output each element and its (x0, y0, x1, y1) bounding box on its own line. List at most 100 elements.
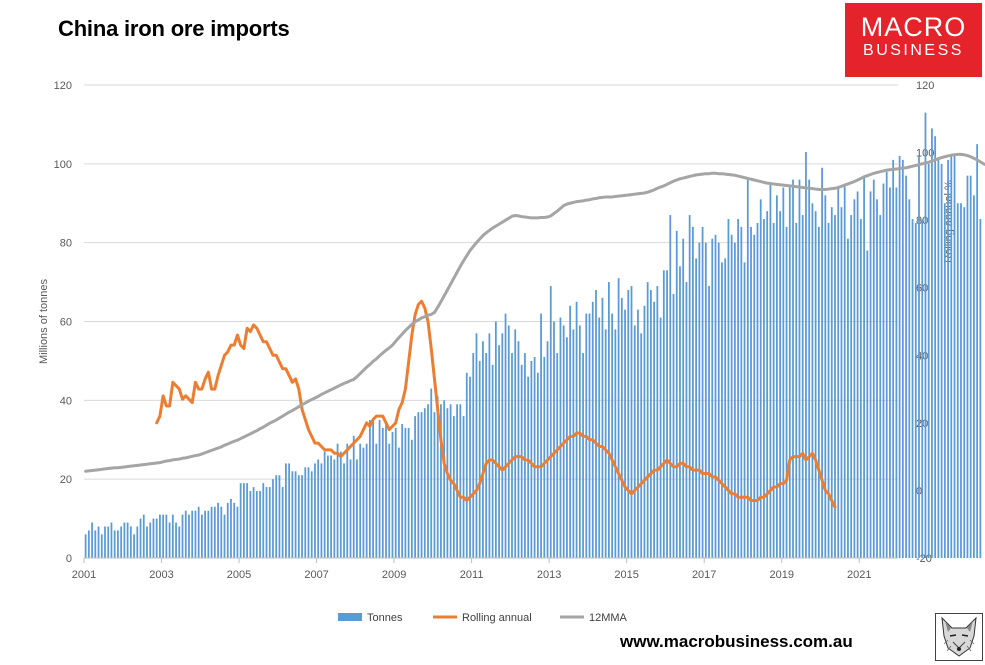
bar-tonnes (139, 518, 142, 558)
bar-tonnes (724, 258, 727, 558)
bar-tonnes (207, 510, 210, 558)
bar-tonnes (414, 416, 416, 558)
bar-tonnes (100, 534, 103, 558)
legend-swatch-tonnes (338, 613, 362, 621)
bar-tonnes (220, 506, 223, 558)
bar-tonnes (901, 159, 904, 558)
bar-tonnes (113, 530, 116, 558)
bar-tonnes (110, 522, 113, 558)
bar-tonnes (524, 353, 526, 558)
bar-tonnes (646, 282, 649, 558)
bar-tonnes (727, 219, 730, 558)
bar-tonnes (401, 423, 404, 558)
bar-tonnes (472, 353, 475, 558)
bar-tonnes (556, 353, 559, 558)
bar-tonnes (504, 313, 507, 558)
bar-tonnes (514, 329, 517, 558)
bar-tonnes (973, 195, 975, 558)
chart-title: China iron ore imports (58, 16, 290, 41)
y-left-axis-label: Millions of tonnes (38, 279, 50, 364)
bar-tonnes (879, 215, 882, 558)
bar-tonnes (465, 372, 468, 558)
x-tick-label: 2015 (614, 569, 638, 581)
bar-tonnes (578, 325, 581, 558)
bar-tonnes (853, 199, 856, 558)
bar-tonnes (356, 459, 358, 558)
bar-tonnes (446, 408, 449, 558)
bar-tonnes (310, 471, 313, 558)
bar-tonnes (420, 412, 423, 558)
bar-tonnes (918, 155, 920, 558)
bar-tonnes (181, 514, 184, 558)
x-tick-label: 2017 (692, 569, 716, 581)
bar-tonnes (391, 431, 394, 558)
bar-tonnes (895, 187, 898, 559)
bar-tonnes (805, 152, 807, 558)
bar-tonnes (866, 250, 869, 559)
bar-tonnes (640, 333, 643, 558)
bar-tonnes (753, 234, 756, 558)
bar-tonnes (136, 526, 139, 558)
bar-tonnes (197, 506, 200, 558)
bar-tonnes (191, 510, 194, 558)
bar-tonnes (126, 522, 129, 558)
bar-tonnes (326, 455, 329, 558)
bar-tonnes (494, 321, 497, 558)
bar-tonnes (430, 388, 433, 558)
bar-tonnes (743, 262, 746, 559)
bar-tonnes (653, 301, 656, 558)
bar-tonnes (378, 420, 381, 558)
bar-tonnes (633, 325, 636, 558)
website-url: www.macrobusiness.com.au (620, 632, 853, 651)
bar-tonnes (511, 353, 513, 558)
bar-tonnes (314, 463, 316, 558)
bar-tonnes (482, 341, 484, 558)
bar-tonnes (204, 510, 207, 558)
bar-tonnes (617, 278, 620, 558)
bar-tonnes (779, 211, 781, 558)
bar-tonnes (643, 305, 646, 558)
bar-tonnes (969, 175, 972, 558)
bar-tonnes (488, 333, 491, 558)
bar-tonnes (107, 526, 110, 558)
bar-tonnes (698, 242, 701, 559)
bar-tonnes (666, 270, 668, 558)
bar-tonnes (517, 341, 520, 558)
bar-tonnes (882, 183, 885, 559)
bar-tonnes (368, 420, 371, 558)
bar-tonnes (146, 526, 148, 558)
bar-tonnes (188, 514, 190, 558)
bar-tonnes (91, 522, 93, 558)
bar-tonnes (255, 490, 258, 558)
bar-tonnes (817, 226, 820, 558)
bar-tonnes (572, 329, 575, 558)
bar-tonnes (695, 258, 698, 558)
bar-tonnes (591, 301, 594, 558)
bar-tonnes (775, 195, 778, 558)
bar-tonnes (966, 175, 969, 558)
bar-tonnes (598, 317, 601, 558)
bar-tonnes (979, 219, 982, 558)
bar-tonnes (956, 203, 959, 558)
bar-tonnes (708, 286, 710, 558)
bar-tonnes (407, 427, 410, 558)
bar-tonnes (530, 360, 533, 558)
bar-tonnes (785, 226, 788, 558)
bar-tonnes (239, 483, 242, 558)
bar-tonnes (301, 475, 303, 558)
bar-tonnes (288, 463, 291, 558)
bar-tonnes (398, 447, 400, 558)
bar-tonnes (940, 163, 943, 558)
bar-tonnes (540, 313, 542, 558)
bar-tonnes (701, 226, 704, 558)
bar-tonnes (856, 191, 859, 558)
bar-tonnes (559, 317, 562, 558)
bar-tonnes (801, 215, 804, 558)
bar-tonnes (123, 522, 126, 558)
x-tick-label: 2013 (537, 569, 561, 581)
bar-tonnes (330, 455, 332, 558)
bar-tonnes (336, 443, 339, 558)
bar-tonnes (252, 487, 255, 558)
bar-tonnes (265, 487, 268, 558)
